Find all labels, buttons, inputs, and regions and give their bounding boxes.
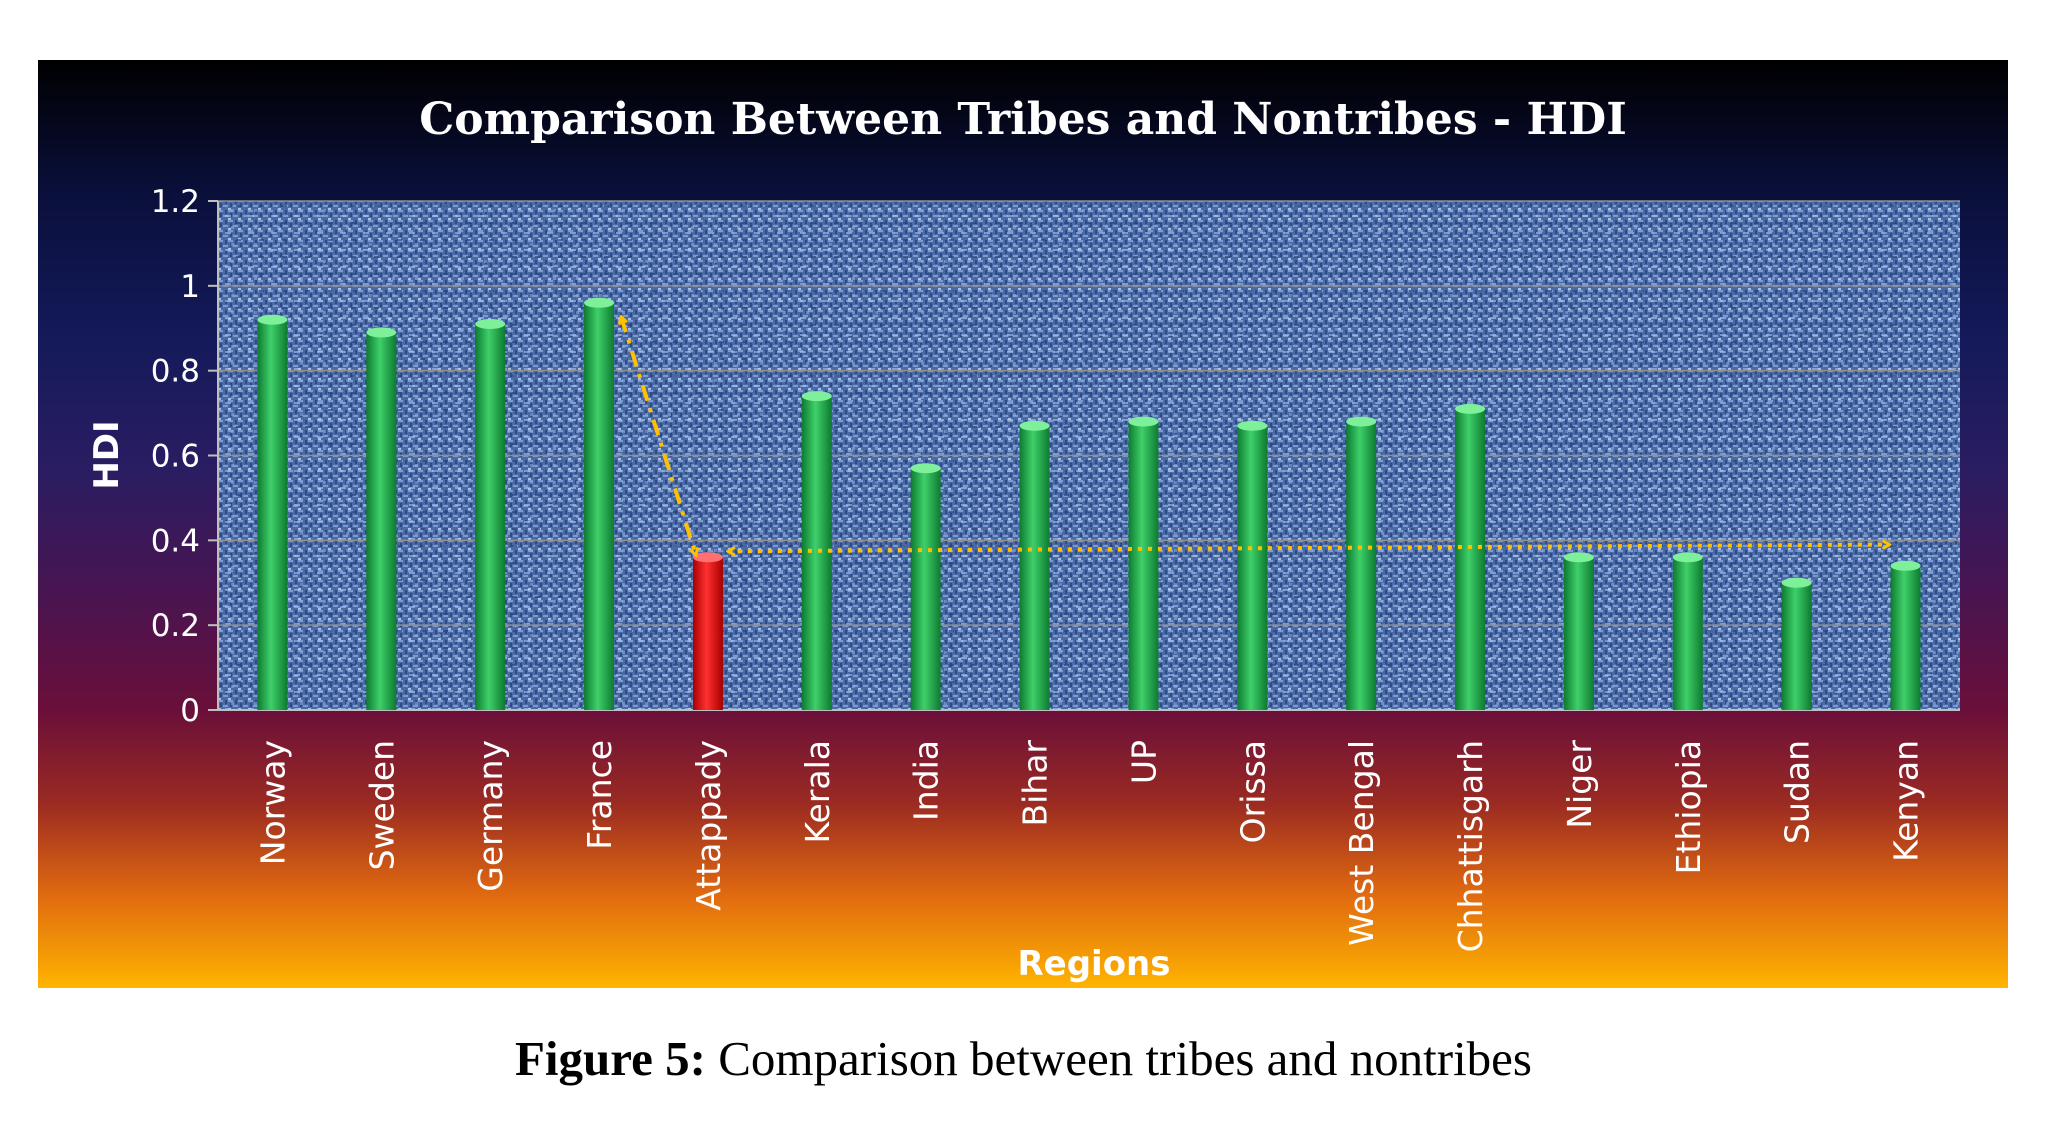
bar	[1672, 557, 1703, 710]
bar	[1128, 421, 1159, 710]
x-tick-label: Sweden	[362, 740, 401, 870]
x-tick-label: Attappady	[689, 740, 728, 911]
bar-ethiopia	[1672, 552, 1703, 710]
bar	[801, 396, 832, 710]
x-tick-label: Germany	[471, 740, 510, 892]
bar-west-bengal	[1346, 416, 1377, 710]
bar-sweden	[366, 327, 397, 710]
y-tick-label: 0.8	[151, 354, 200, 390]
bar	[1890, 565, 1921, 710]
x-tick-label: UP	[1124, 740, 1163, 784]
bar-norway	[257, 314, 288, 710]
y-axis-title: HDI	[87, 420, 127, 489]
bar	[475, 324, 506, 710]
y-tick-label: 0.4	[151, 523, 200, 559]
bar-cap	[1346, 416, 1377, 427]
bar	[1781, 582, 1812, 710]
x-tick-label: West Bengal	[1342, 740, 1381, 946]
bar-cap	[801, 391, 832, 402]
x-tick-label: Kenyan	[1887, 740, 1926, 862]
y-tick-label: 0.6	[151, 439, 200, 475]
bar	[257, 319, 288, 710]
x-axis-categories: Norway Sweden Germany France Attappady Kerala…	[253, 740, 1925, 953]
x-tick-label: France	[580, 740, 619, 850]
bar	[910, 468, 941, 710]
bar-cap	[1128, 416, 1159, 427]
bar-cap	[910, 463, 941, 474]
bar-cap	[1019, 420, 1050, 431]
bar	[584, 302, 615, 710]
bar-india	[910, 463, 941, 710]
y-tick-label: 1.2	[151, 184, 200, 220]
bars	[257, 297, 1921, 710]
figure-caption: Figure 5: Comparison between tribes and …	[0, 1030, 2047, 1087]
bar-cap	[257, 314, 288, 325]
x-axis-title: Regions	[1017, 944, 1170, 984]
bar-chart: Comparison Between Tribes and Nontribes …	[87, 94, 1960, 984]
y-tick-label: 1	[180, 269, 200, 305]
bar-cap	[584, 297, 615, 308]
bar-france	[584, 297, 615, 710]
bar-up	[1128, 416, 1159, 710]
figure-label: Figure 5:	[515, 1031, 706, 1086]
bar	[1563, 557, 1594, 710]
chart-frame: Comparison Between Tribes and Nontribes …	[38, 60, 2008, 988]
bar	[366, 332, 397, 710]
bar	[1019, 425, 1050, 710]
figure-caption-text: Comparison between tribes and nontribes	[705, 1031, 1532, 1086]
bar-attappady	[692, 552, 723, 710]
y-tick-label: 0	[180, 693, 200, 729]
chart-title: Comparison Between Tribes and Nontribes …	[419, 94, 1627, 145]
x-tick-label: Chhattisgarh	[1451, 740, 1490, 952]
annotation-arrow-horizontal	[728, 545, 1890, 552]
bar-chhattisgarh	[1455, 403, 1486, 710]
y-axis-ticks: 0 0.2 0.4 0.6 0.8 1 1.2	[151, 184, 1960, 729]
bar-cap	[1455, 403, 1486, 414]
x-tick-label: Norway	[253, 740, 292, 865]
bar-sudan	[1781, 577, 1812, 710]
bar-kenyan	[1890, 560, 1921, 710]
bar-cap	[1237, 420, 1268, 431]
x-tick-label: Niger	[1560, 740, 1599, 829]
bar-germany	[475, 319, 506, 710]
x-tick-label: Sudan	[1778, 740, 1817, 844]
x-tick-label: India	[907, 740, 946, 821]
bar-cap	[692, 552, 723, 563]
bar-kerala	[801, 391, 832, 710]
x-tick-label: Kerala	[798, 740, 837, 843]
annotation-arrow-vertical	[621, 317, 696, 556]
y-tick-label: 0.2	[151, 608, 200, 644]
bar-cap	[1890, 560, 1921, 571]
bar-bihar	[1019, 420, 1050, 710]
bar-niger	[1563, 552, 1594, 710]
bar	[1237, 425, 1268, 710]
bar	[1455, 408, 1486, 710]
x-tick-label: Orissa	[1233, 740, 1272, 843]
annotations	[621, 317, 1890, 556]
bar-cap	[1781, 577, 1812, 588]
bar-cap	[475, 319, 506, 330]
bar-orissa	[1237, 420, 1268, 710]
bar-cap	[366, 327, 397, 338]
bar-cap	[1672, 552, 1703, 563]
x-tick-label: Bihar	[1016, 740, 1055, 827]
x-tick-label: Ethiopia	[1669, 740, 1708, 874]
bar	[1346, 421, 1377, 710]
bar-cap	[1563, 552, 1594, 563]
bar	[692, 557, 723, 710]
